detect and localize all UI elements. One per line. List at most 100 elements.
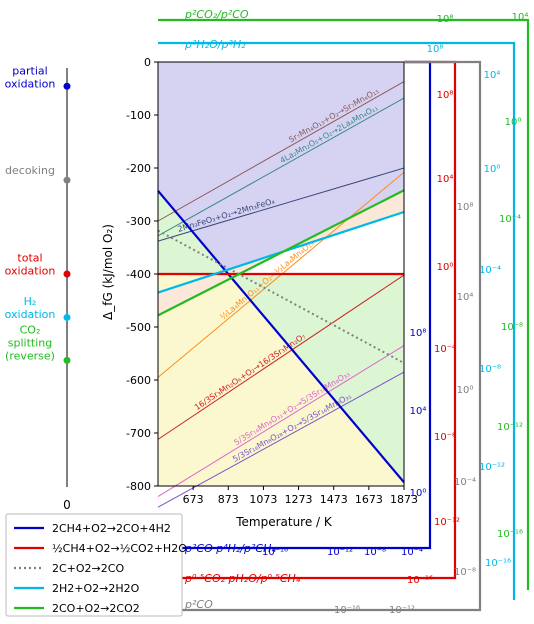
legend-label-3: 2H2+O2→2H2O bbox=[52, 582, 140, 595]
nomograph-tick-1-3: 10⁻⁴ bbox=[479, 265, 501, 276]
nomograph-tick-1-5: 10⁻¹² bbox=[479, 462, 505, 473]
series-lines bbox=[157, 189, 405, 483]
y-tick-label-7: -700 bbox=[126, 427, 151, 440]
legend-label-2: 2C+O2→2CO bbox=[52, 562, 124, 575]
x-axis-label: Temperature / K bbox=[235, 515, 333, 529]
left-marker-label-3-1: oxidation bbox=[5, 308, 56, 321]
y-tick-label-2: -200 bbox=[126, 162, 151, 175]
nomograph-tick-3-4: 10⁻⁸ bbox=[434, 432, 456, 443]
nomograph-label-3: p⁰·⁵CO₂·pH₂O/p⁰·⁵CH₄ bbox=[184, 572, 301, 585]
left-marker-1 bbox=[63, 176, 71, 184]
y-tick-label-6: -600 bbox=[126, 374, 151, 387]
nomograph-tick-3-0: 10⁸ bbox=[437, 90, 454, 101]
nomograph-tick-2-3: 10⁻¹⁶ bbox=[262, 547, 288, 558]
nomograph-tick-2-1: 10⁴ bbox=[410, 406, 427, 417]
series-line-2 bbox=[157, 229, 405, 364]
nomograph-tick-1-1: 10⁴ bbox=[484, 70, 501, 81]
reaction-line-5 bbox=[157, 345, 405, 498]
nomograph-tick-2-5: 10⁻⁸ bbox=[364, 547, 386, 558]
nomograph-tick-0-5: 10⁻¹² bbox=[497, 422, 523, 433]
left-axis-zero-label: 0 bbox=[63, 498, 71, 512]
nomograph-tick-4-6: 10⁻¹² bbox=[389, 605, 415, 616]
reaction-line-1 bbox=[157, 97, 405, 237]
x-tick-label-2: 1073 bbox=[249, 493, 277, 506]
series-line-0 bbox=[157, 190, 405, 483]
legend-label-4: 2CO+O2→2CO2 bbox=[52, 602, 140, 615]
nomograph-axis-4 bbox=[158, 60, 482, 612]
x-axis: 673 873 1073 1273 1473 1673 1873 bbox=[183, 486, 418, 506]
nomograph-tick-0-6: 10⁻¹⁶ bbox=[497, 529, 523, 540]
nomograph-tick-1-4: 10⁻⁸ bbox=[479, 364, 501, 375]
x-tick-label-4: 1473 bbox=[320, 493, 348, 506]
nomograph-label-0: p²CO₂/p²CO bbox=[184, 8, 249, 21]
nomograph-label-4: p²CO bbox=[184, 598, 213, 611]
nomograph-axis-0 bbox=[158, 18, 530, 590]
y-tick-label-1: -100 bbox=[126, 109, 151, 122]
nomograph-tick-4-2: 10⁰ bbox=[457, 385, 474, 396]
nomograph-tick-3-3: 10⁻⁴ bbox=[434, 344, 456, 355]
reaction-line-4 bbox=[157, 274, 405, 440]
left-marker-2 bbox=[63, 270, 71, 278]
legend-label-1: ½CH4+O2→½CO2+H2O bbox=[52, 542, 187, 555]
nomograph-tick-3-2: 10⁰ bbox=[437, 262, 454, 273]
left-marker-label-4-1: splitting bbox=[8, 336, 52, 349]
nomograph-tick-2-0: 10⁸ bbox=[410, 328, 427, 339]
left-marker-label-0-1: oxidation bbox=[5, 78, 56, 91]
y-axis-label: Δ_fG (kJ/mol O₂) bbox=[101, 224, 115, 320]
x-tick-label-1: 873 bbox=[218, 493, 239, 506]
nomograph-tick-3-1: 10⁴ bbox=[437, 174, 454, 185]
x-tick-label-6: 1873 bbox=[390, 493, 418, 506]
nomograph-tick-0-0: 10⁸ bbox=[437, 14, 454, 25]
nomograph-label-1: p²H₂O/p²H₂ bbox=[184, 38, 246, 51]
y-tick-label-0: 0 bbox=[144, 56, 151, 69]
left-marker-label-2-0: total bbox=[17, 252, 42, 265]
nomograph-tick-1-6: 10⁻¹⁶ bbox=[485, 558, 511, 569]
nomograph-tick-4-1: 10⁴ bbox=[457, 292, 474, 303]
nomograph-tick-2-6: 10⁻⁴ bbox=[401, 547, 423, 558]
left-marker-label-3-0: H₂ bbox=[24, 295, 37, 308]
nomograph-tick-4-3: 10⁻⁴ bbox=[454, 477, 476, 488]
x-tick-label-3: 1273 bbox=[285, 493, 313, 506]
reaction-line-2 bbox=[157, 167, 405, 242]
nomograph-label-2: p²CO·p⁴H₂/p²CH₄ bbox=[184, 542, 276, 555]
nomograph-tick-0-1: 10⁴ bbox=[512, 12, 529, 23]
reaction-line-0 bbox=[157, 81, 405, 222]
nomograph-tick-0-4: 10⁻⁸ bbox=[501, 322, 523, 333]
left-marker-3 bbox=[63, 313, 71, 321]
left-axis: 0 partialoxidationdecokingtotaloxidation… bbox=[5, 65, 71, 512]
left-marker-0 bbox=[63, 82, 71, 90]
legend-box bbox=[5, 513, 183, 617]
nomograph-tick-4-0: 10⁸ bbox=[457, 202, 474, 213]
nomograph-tick-3-5: 10⁻¹² bbox=[434, 517, 460, 528]
left-marker-label-1-0: decoking bbox=[5, 164, 55, 177]
nomograph-scales: p²CO₂/p²CO 10⁸ 10⁴ 10⁰ 10⁻⁴ 10⁻⁸ 10⁻¹² 10⁻¹⁶ p²H… bbox=[158, 8, 530, 616]
nomograph-tick-0-3: 10⁻⁴ bbox=[499, 214, 521, 225]
region-partial-oxidation bbox=[158, 62, 404, 271]
series-line-4 bbox=[157, 189, 405, 317]
nomograph-axis-1 bbox=[158, 41, 516, 600]
left-marker-label-4-2: (reverse) bbox=[5, 349, 55, 362]
x-tick-label-0: 673 bbox=[183, 493, 204, 506]
nomograph-tick-4-4: 10⁻⁸ bbox=[454, 567, 476, 578]
left-marker-label-0-0: partial bbox=[12, 65, 47, 78]
x-tick-label-5: 1673 bbox=[355, 493, 383, 506]
nomograph-tick-4-5: 10⁻¹⁶ bbox=[334, 605, 360, 616]
legend: 2CH4+O2→2CO+4H2 ½CH4+O2→½CO2+H2O 2C+O2→2CO… bbox=[5, 513, 187, 617]
left-marker-label-2-1: oxidation bbox=[5, 265, 56, 278]
y-axis: 0 -100 -200 -300 -400 -500 -600 -700 -800 bbox=[126, 56, 158, 493]
left-marker-label-4-0: CO₂ bbox=[20, 323, 41, 336]
y-tick-label-4: -400 bbox=[126, 268, 151, 281]
left-marker-4 bbox=[63, 356, 71, 364]
y-tick-label-3: -300 bbox=[126, 215, 151, 228]
nomograph-tick-3-6: 10⁻¹⁶ bbox=[407, 575, 433, 586]
nomograph-tick-2-2: 10⁰ bbox=[410, 488, 427, 499]
reaction-lines bbox=[157, 81, 405, 508]
nomograph-tick-2-4: 10⁻¹² bbox=[327, 547, 353, 558]
nomograph-tick-1-0: 10⁸ bbox=[427, 44, 444, 55]
reaction-line-6 bbox=[157, 371, 405, 508]
legend-label-0: 2CH4+O2→2CO+4H2 bbox=[52, 522, 171, 535]
y-tick-label-8: -800 bbox=[126, 480, 151, 493]
nomograph-tick-1-2: 10⁰ bbox=[484, 164, 501, 175]
y-tick-label-5: -500 bbox=[126, 321, 151, 334]
